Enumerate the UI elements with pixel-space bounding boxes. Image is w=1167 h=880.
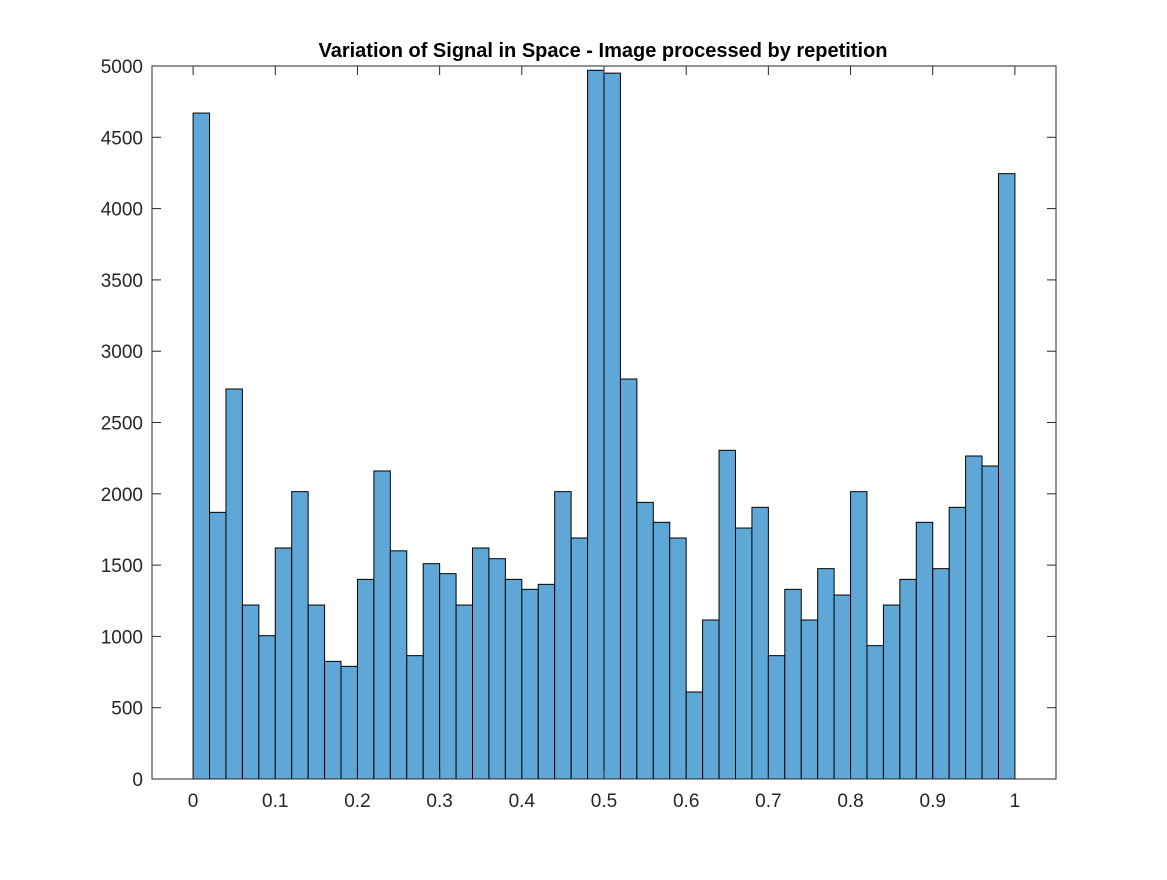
- histogram-bar: [882, 604, 901, 780]
- y-tick-label: 4000: [101, 200, 143, 221]
- x-axis-ticks: 0 0.1 0.2 0.3 0.4 0.5 0.6 0.7 0.8 0.9 1: [188, 66, 1020, 812]
- histogram-bar: [307, 604, 326, 780]
- bars-group: [192, 69, 1016, 780]
- histogram-bar: [619, 378, 638, 780]
- histogram-bar: [291, 491, 309, 780]
- histogram-bar: [504, 578, 523, 780]
- y-tick-label: 3500: [101, 271, 143, 292]
- histogram-bar: [734, 527, 753, 780]
- x-tick-label: 0.1: [262, 791, 288, 812]
- histogram-bar: [636, 501, 654, 780]
- histogram-bar: [669, 537, 687, 780]
- histogram-bar: [981, 465, 999, 780]
- y-tick-label: 1500: [101, 556, 143, 577]
- histogram-bar: [800, 619, 819, 780]
- chart-title: Variation of Signal in Space - Image pro…: [318, 40, 887, 62]
- histogram-bar: [324, 660, 342, 780]
- histogram-bar: [389, 550, 408, 780]
- histogram-bar: [784, 588, 802, 780]
- x-tick-label: 0.3: [426, 791, 452, 812]
- histogram-bar: [652, 521, 671, 780]
- histogram-bar: [603, 72, 621, 780]
- x-tick-label: 0.4: [509, 791, 536, 812]
- histogram-bar: [192, 112, 211, 780]
- y-axis-ticks: 0 500 1000 1500 2000 2500 3000 3500 4000 4500 5000: [101, 57, 1056, 791]
- x-tick-label: 0: [188, 791, 199, 812]
- x-tick-label: 1: [1010, 791, 1021, 812]
- x-tick-label: 0.8: [837, 791, 863, 812]
- histogram-bar: [537, 583, 556, 780]
- histogram-bar: [997, 173, 1016, 780]
- histogram-bar: [702, 619, 720, 780]
- histogram-bar: [751, 506, 769, 780]
- histogram-bar: [899, 578, 917, 780]
- histogram-bar: [866, 645, 884, 780]
- histogram-bar: [948, 506, 967, 780]
- x-tick-label: 0.2: [344, 791, 370, 812]
- histogram-bar: [406, 655, 424, 780]
- histogram-bar: [258, 635, 276, 780]
- histogram-bar: [767, 655, 786, 780]
- histogram-bar: [932, 568, 950, 780]
- histogram-bar: [274, 547, 293, 780]
- y-tick-label: 1000: [101, 627, 143, 648]
- histogram-bar: [455, 604, 474, 780]
- histogram-bar: [340, 665, 358, 780]
- x-tick-label: 0.5: [591, 791, 617, 812]
- y-tick-label: 3000: [101, 342, 143, 363]
- histogram-bar: [718, 449, 736, 780]
- histogram-bar: [472, 547, 490, 780]
- histogram-bar: [521, 588, 539, 780]
- histogram-bar: [439, 573, 457, 780]
- y-tick-label: 4500: [101, 128, 143, 149]
- y-tick-label: 2000: [101, 485, 143, 506]
- histogram-bar: [554, 491, 572, 780]
- histogram-bar: [915, 521, 934, 780]
- histogram-bar: [817, 568, 835, 780]
- histogram-bar: [570, 537, 589, 780]
- x-tick-label: 0.9: [920, 791, 946, 812]
- histogram-bar: [373, 470, 391, 780]
- histogram-bar: [685, 691, 704, 780]
- histogram-bar: [488, 558, 506, 780]
- histogram-bar: [356, 578, 375, 780]
- y-tick-label: 5000: [101, 57, 143, 78]
- histogram-bar: [850, 491, 868, 780]
- histogram-bar: [587, 69, 605, 780]
- x-tick-label: 0.6: [673, 791, 699, 812]
- y-tick-label: 2500: [101, 414, 143, 435]
- y-tick-label: 500: [111, 699, 143, 720]
- histogram-bar: [209, 511, 227, 780]
- histogram-bar: [833, 594, 852, 780]
- histogram-bar: [422, 563, 441, 780]
- histogram-bar: [225, 388, 243, 780]
- histogram-bar: [241, 604, 260, 780]
- y-tick-label: 0: [132, 770, 143, 791]
- x-tick-label: 0.7: [755, 791, 781, 812]
- histogram-bar: [965, 455, 983, 780]
